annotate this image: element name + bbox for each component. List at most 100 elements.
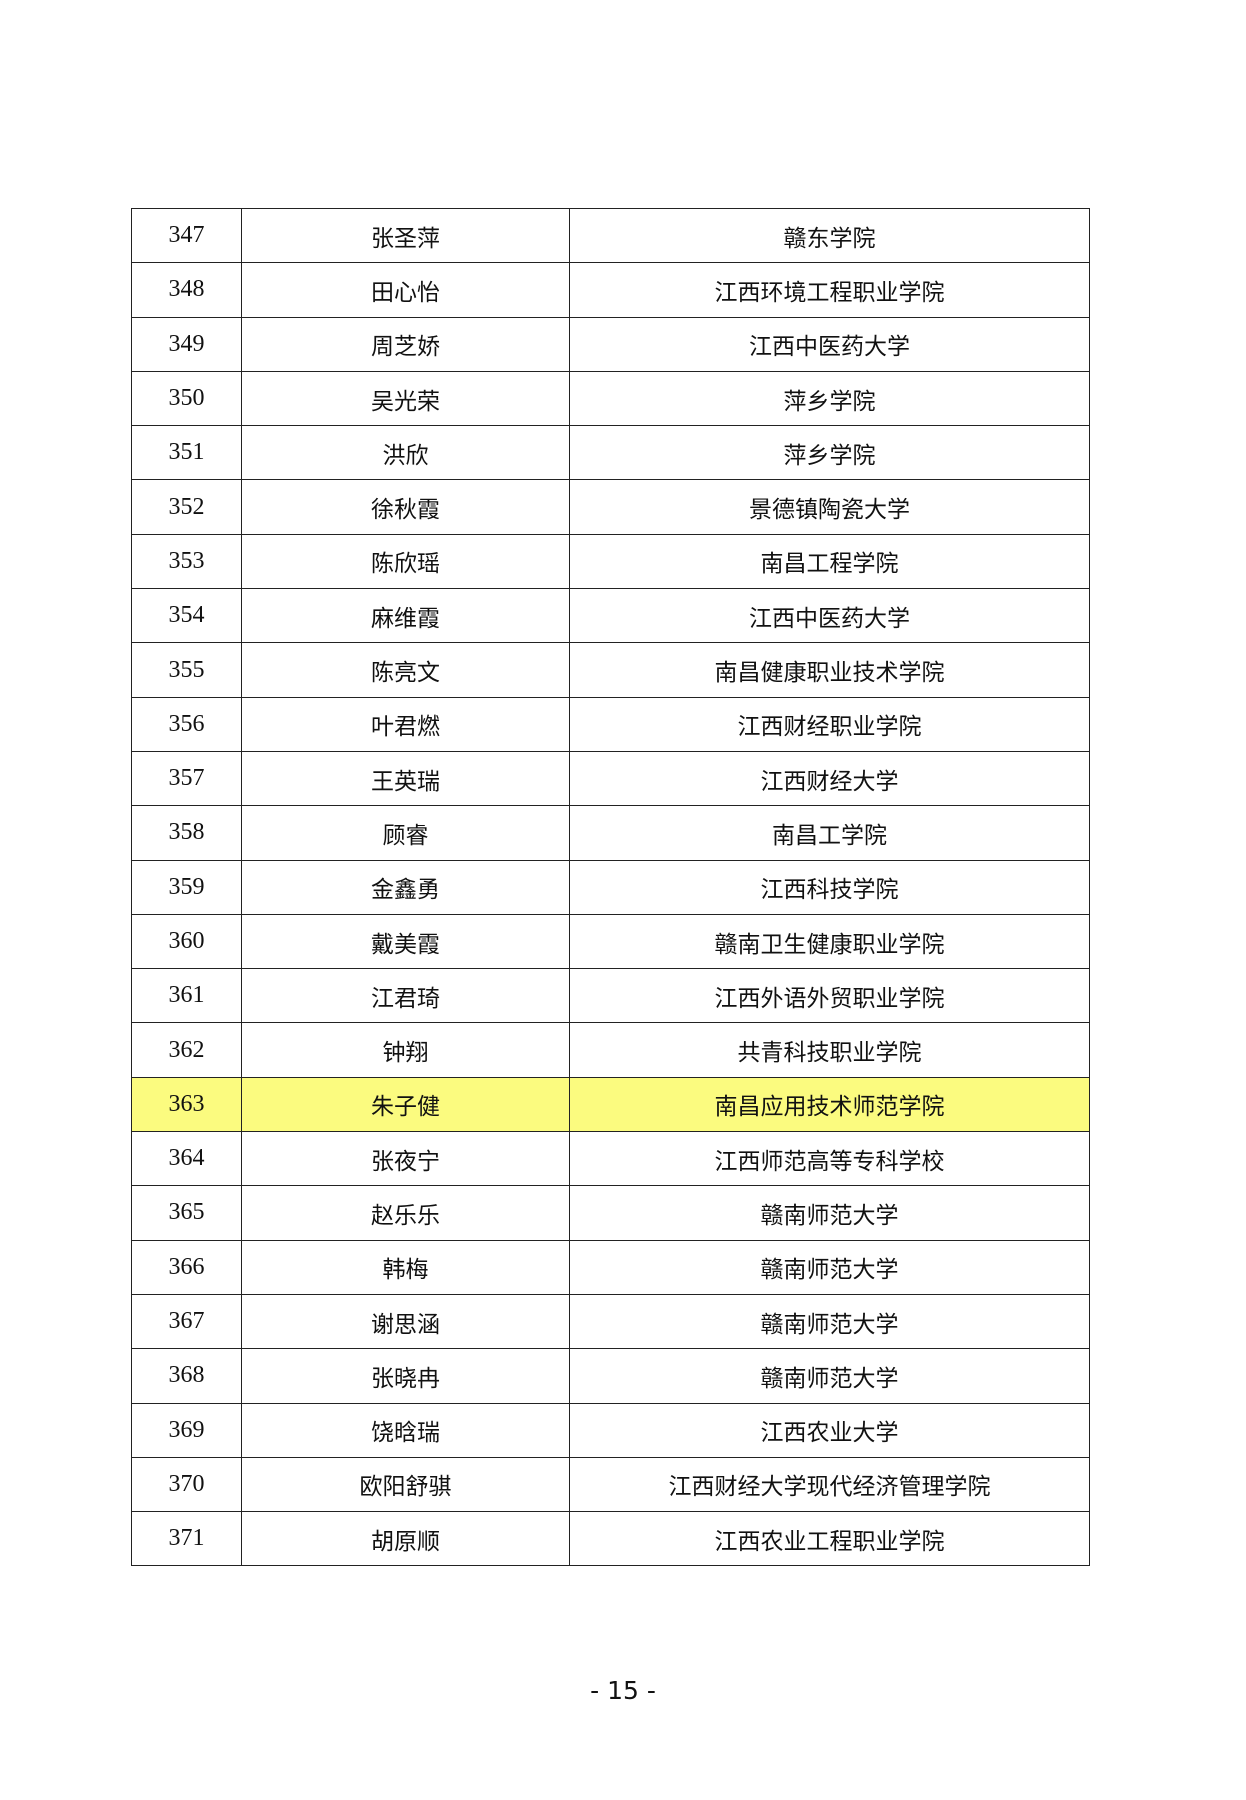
name-cell: 戴美霞 [241,913,570,970]
school-cell: 南昌健康职业技术学院 [569,642,1090,698]
school-cell: 江西财经职业学院 [569,696,1090,752]
row-number-cell: 349 [131,316,242,372]
row-number-cell: 355 [131,642,242,698]
school-cell: 江西师范高等专科学校 [569,1131,1090,1187]
row-number-cell: 366 [131,1239,242,1295]
row-number-cell: 350 [131,370,242,427]
table-row: 362 钟翔 共青科技职业学院 [131,1022,1090,1078]
name-cell: 张夜宁 [241,1131,570,1187]
school-cell: 江西中医药大学 [569,588,1090,644]
row-number-cell: 368 [131,1348,242,1404]
table-row: 356 叶君燃 江西财经职业学院 [131,696,1090,752]
name-cell: 金鑫勇 [241,859,570,915]
row-number-cell: 357 [131,750,242,807]
school-cell: 赣南师范大学 [569,1239,1090,1295]
school-cell: 江西科技学院 [569,859,1090,915]
table-row: 364 张夜宁 江西师范高等专科学校 [131,1131,1090,1187]
school-cell: 江西财经大学 [569,750,1090,807]
name-cell: 胡原顺 [241,1511,570,1567]
table-row: 367 谢思涵 赣南师范大学 [131,1293,1090,1350]
school-cell: 赣南师范大学 [569,1348,1090,1404]
table-row: 348 田心怡 江西环境工程职业学院 [131,262,1090,318]
table-row: 347 张圣萍 赣东学院 [131,207,1090,264]
row-number-cell: 359 [131,859,242,915]
school-cell: 江西中医药大学 [569,316,1090,372]
school-cell: 赣东学院 [569,207,1090,264]
school-cell: 赣南卫生健康职业学院 [569,913,1090,970]
table-row: 354 麻维霞 江西中医药大学 [131,588,1090,644]
row-number-cell: 367 [131,1293,242,1350]
school-cell: 赣南师范大学 [569,1293,1090,1350]
school-cell: 南昌工学院 [569,805,1090,861]
table-row: 353 陈欣瑶 南昌工程学院 [131,533,1090,590]
name-cell: 江君琦 [241,968,570,1024]
row-number-cell: 360 [131,913,242,970]
row-number-cell: 364 [131,1131,242,1187]
name-cell: 吴光荣 [241,370,570,427]
name-cell: 洪欣 [241,425,570,481]
table-row: 366 韩梅 赣南师范大学 [131,1239,1090,1295]
row-number-cell: 371 [131,1511,242,1567]
name-cell: 田心怡 [241,262,570,318]
table-body: 347 张圣萍 赣东学院 348 田心怡 江西环境工程职业学院 349 周芝娇 江西中医药大学 3… [131,207,1090,1567]
table-row: 350 吴光荣 萍乡学院 [131,370,1090,427]
name-cell: 麻维霞 [241,588,570,644]
table-row: 355 陈亮文 南昌健康职业技术学院 [131,642,1090,698]
school-cell: 南昌应用技术师范学院 [569,1076,1090,1133]
row-number-cell: 369 [131,1402,242,1458]
name-cell: 王英瑞 [241,750,570,807]
name-cell: 谢思涵 [241,1293,570,1350]
school-cell: 江西农业工程职业学院 [569,1511,1090,1567]
table-row: 360 戴美霞 赣南卫生健康职业学院 [131,913,1090,970]
name-cell: 徐秋霞 [241,479,570,535]
school-cell: 江西环境工程职业学院 [569,262,1090,318]
name-cell: 饶晗瑞 [241,1402,570,1458]
row-number-cell: 362 [131,1022,242,1078]
name-cell: 赵乐乐 [241,1185,570,1241]
name-cell: 陈欣瑶 [241,533,570,590]
table-row: 369 饶晗瑞 江西农业大学 [131,1402,1090,1458]
school-cell: 赣南师范大学 [569,1185,1090,1241]
name-cell: 周芝娇 [241,316,570,372]
row-number-cell: 358 [131,805,242,861]
row-number-cell: 347 [131,207,242,264]
name-cell: 钟翔 [241,1022,570,1078]
name-cell: 张晓冉 [241,1348,570,1404]
school-cell: 江西财经大学现代经济管理学院 [569,1456,1090,1513]
table-row: 370 欧阳舒骐 江西财经大学现代经济管理学院 [131,1456,1090,1513]
name-cell: 顾睿 [241,805,570,861]
table-row: 358 顾睿 南昌工学院 [131,805,1090,861]
school-cell: 萍乡学院 [569,370,1090,427]
school-cell: 江西外语外贸职业学院 [569,968,1090,1024]
school-cell: 南昌工程学院 [569,533,1090,590]
school-cell: 景德镇陶瓷大学 [569,479,1090,535]
school-cell: 江西农业大学 [569,1402,1090,1458]
row-number-cell: 356 [131,696,242,752]
table-row: 352 徐秋霞 景德镇陶瓷大学 [131,479,1090,535]
row-number-cell: 348 [131,262,242,318]
name-cell: 韩梅 [241,1239,570,1295]
row-number-cell: 354 [131,588,242,644]
table-row: 349 周芝娇 江西中医药大学 [131,316,1090,372]
row-number-cell: 365 [131,1185,242,1241]
row-number-cell: 351 [131,425,242,481]
table-row: 368 张晓冉 赣南师范大学 [131,1348,1090,1404]
row-number-cell: 352 [131,479,242,535]
row-number-cell: 370 [131,1456,242,1513]
table-row: 371 胡原顺 江西农业工程职业学院 [131,1511,1090,1567]
table-row: 357 王英瑞 江西财经大学 [131,750,1090,807]
row-number-cell: 353 [131,533,242,590]
table-row: 351 洪欣 萍乡学院 [131,425,1090,481]
page-number: - 15 - [590,1676,656,1705]
name-cell: 叶君燃 [241,696,570,752]
row-number-cell: 361 [131,968,242,1024]
table-row: 365 赵乐乐 赣南师范大学 [131,1185,1090,1241]
table-row: 361 江君琦 江西外语外贸职业学院 [131,968,1090,1024]
name-cell: 张圣萍 [241,207,570,264]
row-number-cell: 363 [131,1076,242,1133]
school-cell: 萍乡学院 [569,425,1090,481]
school-cell: 共青科技职业学院 [569,1022,1090,1078]
name-cell: 欧阳舒骐 [241,1456,570,1513]
name-cell: 陈亮文 [241,642,570,698]
name-cell: 朱子健 [241,1076,570,1133]
